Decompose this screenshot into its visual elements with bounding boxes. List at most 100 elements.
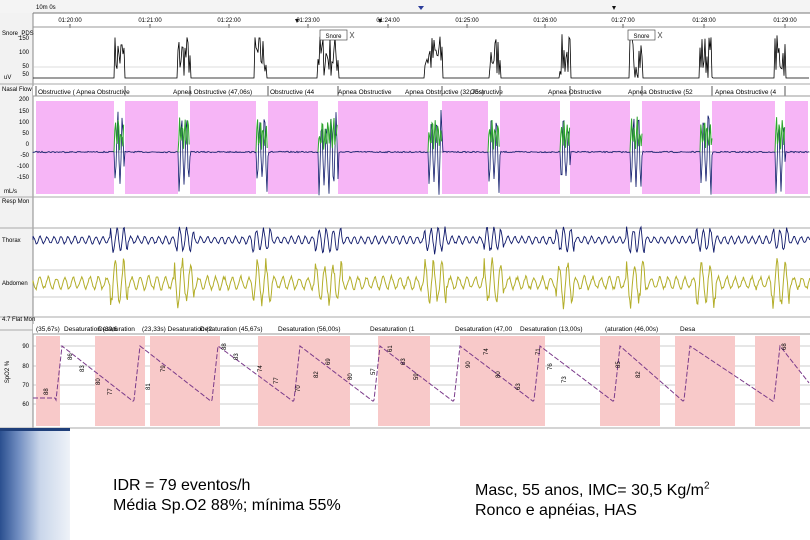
- apnea-event-label: Apnea Obstructive (4: [715, 89, 776, 96]
- time-tick: 01:27:00: [611, 18, 635, 24]
- desaturation-event-label: Desaturation (1: [370, 326, 415, 333]
- flow-scale: 100: [19, 120, 30, 126]
- spo2-value-label: 80: [496, 371, 502, 378]
- time-tick: 01:29:00: [773, 18, 797, 24]
- spo2-value-label: 63: [401, 358, 407, 365]
- thorax-label: Thorax: [2, 238, 21, 244]
- spo2-scale: 70: [22, 383, 29, 389]
- desaturation-event-label: Desa: [680, 326, 696, 333]
- desaturation-event-label: Desaturation (47,00: [455, 326, 512, 333]
- idr-text: IDR = 79 eventos/h: [113, 476, 341, 496]
- snore-scale: 150: [19, 36, 30, 42]
- spo2-value-label: 90: [466, 361, 472, 368]
- apnea-region: [642, 101, 700, 194]
- summary-left: IDR = 79 eventos/h Média Sp.O2 88%; míni…: [113, 476, 341, 516]
- flow-unit: mL/s: [4, 189, 17, 195]
- time-tick: 01:21:00: [138, 18, 162, 24]
- desaturation-region: [675, 336, 735, 426]
- spo2-value-label: 63: [516, 383, 522, 390]
- apnea-event-label: Obstructive (44: [270, 89, 314, 96]
- spo2-scale: 60: [22, 402, 29, 408]
- apnea-region: [442, 101, 488, 194]
- flow-scale: 50: [22, 131, 29, 137]
- apnea-region: [36, 101, 114, 194]
- spo2-value-label: 73: [562, 376, 568, 383]
- spo2-value-label: 77: [108, 388, 114, 395]
- spo2-value-label: 69: [326, 358, 332, 365]
- spo2-scale: 90: [22, 344, 29, 350]
- time-tick: 01:25:00: [455, 18, 479, 24]
- spo2-value-label: 82: [636, 371, 642, 378]
- apnea-region: [570, 101, 630, 194]
- spo2-value-label: 80: [348, 373, 354, 380]
- apnea-region: [338, 101, 428, 194]
- abdomen-label: Abdomen: [2, 281, 28, 287]
- slide-accent-line: [0, 428, 70, 431]
- desaturation-region: [460, 336, 500, 426]
- time-header: [0, 0, 810, 13]
- spo2-scale: 80: [22, 364, 29, 370]
- effort-label: Resp Mon: [2, 199, 29, 205]
- slide-accent-bar: [0, 428, 70, 540]
- apnea-event-label: Obstructive: [470, 89, 503, 96]
- spo2-value-label: 88: [44, 388, 50, 395]
- spo2-value-label: 61: [388, 345, 394, 352]
- desaturation-region: [95, 336, 145, 426]
- time-tick: 01:26:00: [533, 18, 557, 24]
- time-tick: 01:23:00: [296, 18, 320, 24]
- spo2-value-label: 79: [161, 365, 167, 372]
- spo2-text: Média Sp.O2 88%; mínima 55%: [113, 496, 341, 516]
- spo2-value-label: 74: [258, 365, 264, 372]
- apnea-region: [500, 101, 560, 194]
- apnea-region: [125, 101, 178, 194]
- snore-marker-text: Snore: [325, 34, 342, 40]
- desaturation-event-label: (aturation (46,00s): [605, 326, 658, 333]
- snore-scale: 50: [22, 72, 29, 78]
- spo2-value-label: 71: [536, 348, 542, 355]
- patient-text: Masc, 55 anos, IMC= 30,5 Kg/m2: [475, 481, 710, 501]
- flow-scale: -100: [17, 164, 30, 170]
- desaturation-event-label: (35,67s): [36, 326, 60, 333]
- spo2-value-label: 68: [782, 343, 788, 350]
- apnea-region: [268, 101, 318, 194]
- apnea-event-label: Apnea Obstructive (47,06s): [173, 89, 252, 96]
- apnea-event-label: Apnea Obstructive: [548, 89, 602, 96]
- flow-scale: 150: [19, 109, 30, 115]
- diagnosis-text: Ronco e apnéias, HAS: [475, 501, 710, 521]
- desaturation-region: [36, 336, 60, 426]
- snore-scale: 100: [19, 50, 30, 56]
- spo2-value-label: 83: [80, 365, 86, 372]
- spo2-label: SpO2 %: [5, 360, 11, 383]
- flow-scale: -50: [20, 153, 29, 159]
- spo2-value-label: 76: [548, 363, 554, 370]
- desaturation-event-label: Desaturation (56,00s): [278, 326, 341, 333]
- desaturation-event-label: Desaturation (45,67s): [200, 326, 263, 333]
- spo2-value-label: 82: [314, 371, 320, 378]
- time-tick: 01:22:00: [217, 18, 241, 24]
- desaturation-event-label: Desaturation: [98, 326, 135, 333]
- desaturation-region: [600, 336, 660, 426]
- apnea-event-label: Apnea Obstructive: [338, 89, 392, 96]
- time-tick: 01:28:00: [692, 18, 716, 24]
- flow-scale: 200: [19, 97, 30, 103]
- spo2-value-label: 86: [68, 353, 74, 360]
- spo2-value-label: 77: [274, 377, 280, 384]
- snore-scale: 50: [22, 64, 29, 70]
- apnea-event-label: Apnea Obstructive (52: [628, 89, 693, 96]
- spo2-value-label: 85: [616, 361, 622, 368]
- summary-right: Masc, 55 anos, IMC= 30,5 Kg/m2 Ronco e a…: [475, 481, 710, 521]
- apnea-region: [712, 101, 775, 194]
- spo2-value-label: 74: [484, 348, 490, 355]
- apnea-region: [785, 101, 808, 194]
- spo2-value-label: 81: [146, 383, 152, 390]
- desaturation-region: [305, 336, 350, 426]
- flow-scale: -150: [17, 175, 30, 181]
- spo2-value-label: 80: [96, 378, 102, 385]
- spo2-value-label: 83: [234, 353, 240, 360]
- desaturation-event-label: Desaturation (13,00s): [520, 326, 583, 333]
- desaturation-region: [755, 336, 800, 426]
- spo2-value-label: 57: [371, 368, 377, 375]
- flow-label: Nasal Flow: [2, 87, 32, 93]
- spo2-value-label: 59: [414, 373, 420, 380]
